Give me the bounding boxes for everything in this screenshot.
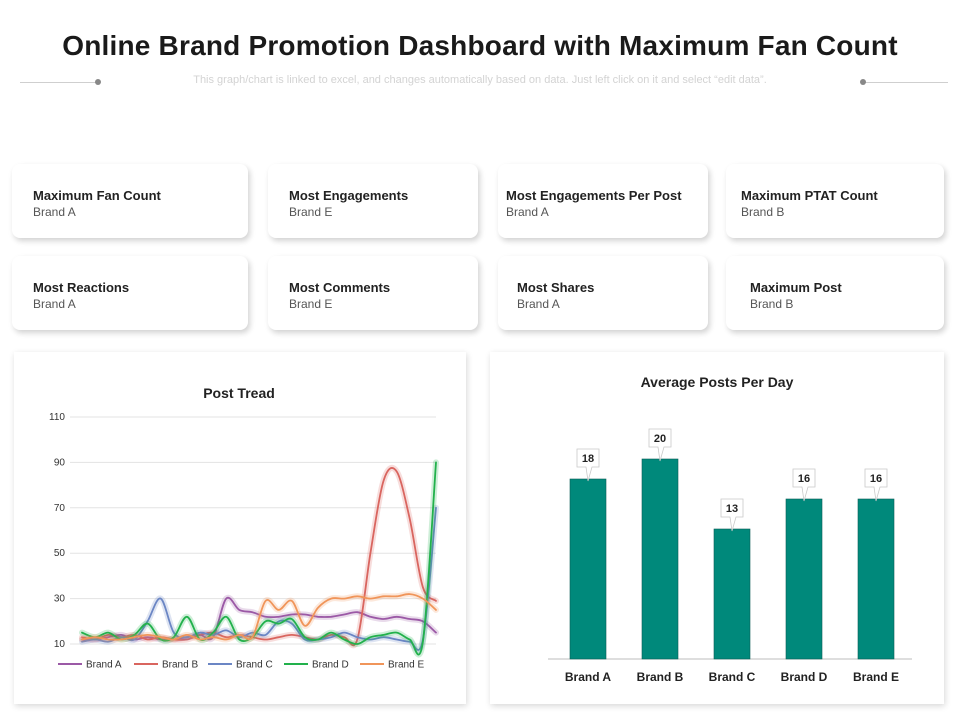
legend-label-brand-d: Brand D (312, 660, 349, 671)
data-label-callout-brand-a: 18 (576, 448, 600, 482)
kpi-card-value: Brand A (33, 205, 76, 219)
legend-label-brand-a: Brand A (86, 660, 122, 671)
data-label-box (792, 468, 816, 502)
data-label-callout-brand-b: 20 (648, 428, 672, 462)
avg-posts-per-day-chart: Average Posts Per Day 18 Brand A 20 Brand B 1… (548, 374, 912, 684)
bar-brand-b (641, 458, 679, 660)
title-divider-right (862, 82, 948, 83)
series-line-brand-b (81, 467, 437, 647)
data-label-box (648, 428, 672, 462)
data-label-box (720, 498, 744, 532)
y-tick-label: 70 (54, 503, 66, 514)
title-divider-left (20, 82, 98, 83)
kpi-card-most-shares: Most Shares Brand A (498, 256, 708, 330)
category-label-brand-a: Brand A (565, 670, 612, 684)
data-label-brand-e: 16 (870, 473, 882, 485)
data-label-brand-b: 20 (654, 433, 666, 445)
post-tread-chart-panel: Post Tread 10 30 50 70 90 110 Brand A Brand B Bra… (14, 352, 466, 704)
data-label-callout-brand-d: 16 (792, 468, 816, 502)
kpi-card-most-reactions: Most Reactions Brand A (12, 256, 248, 330)
chart-title: Post Tread (203, 385, 275, 401)
kpi-card-value: Brand E (289, 205, 333, 219)
category-label-brand-e: Brand E (853, 670, 899, 684)
legend-label-brand-c: Brand C (236, 660, 273, 671)
page-title: Online Brand Promotion Dashboard with Ma… (62, 30, 898, 61)
data-label-brand-d: 16 (798, 473, 810, 485)
kpi-card-title: Most Reactions (33, 280, 130, 295)
category-label-brand-c: Brand C (709, 670, 756, 684)
kpi-card-value: Brand B (750, 297, 794, 311)
category-label-brand-b: Brand B (637, 670, 684, 684)
data-label-box (576, 448, 600, 482)
kpi-card-most-engagements: Most Engagements Brand E (268, 164, 478, 238)
kpi-card-max-ptat-count: Maximum PTAT Count Brand B (726, 164, 944, 238)
title-divider-right-dot (860, 79, 866, 85)
bar-brand-a (569, 478, 607, 660)
kpi-card-title: Maximum Post (750, 280, 842, 295)
avg-posts-chart-panel: Average Posts Per Day 18 Brand A 20 Brand B 1… (490, 352, 944, 704)
bar-brand-c (713, 528, 751, 660)
title-divider-left-dot (95, 79, 101, 85)
kpi-card-engagements-per-post: Most Engagements Per Post Brand A (498, 164, 708, 238)
linked-data-note: This graph/chart is linked to excel, and… (193, 74, 767, 86)
series-line-brand-e (81, 593, 437, 641)
kpi-card-maximum-post: Maximum Post Brand B (726, 256, 944, 330)
y-tick-label: 10 (54, 639, 66, 650)
y-tick-label: 50 (54, 548, 66, 559)
series-line-brand-d (81, 461, 437, 656)
data-label-brand-c: 13 (726, 503, 738, 515)
kpi-card-title: Maximum Fan Count (33, 188, 161, 203)
data-label-brand-a: 18 (582, 453, 594, 465)
category-label-brand-d: Brand D (781, 670, 828, 684)
kpi-card-title: Maximum PTAT Count (741, 188, 878, 203)
kpi-card-title: Most Shares (517, 280, 595, 295)
kpi-card-value: Brand A (33, 297, 76, 311)
kpi-card-most-comments: Most Comments Brand E (268, 256, 478, 330)
series-line-brand-c (81, 506, 437, 651)
kpi-card-title: Most Comments (289, 280, 391, 295)
data-label-box (864, 468, 888, 502)
data-label-callout-brand-e: 16 (864, 468, 888, 502)
legend-label-brand-e: Brand E (388, 660, 424, 671)
post-tread-chart: Post Tread 10 30 50 70 90 110 Brand A Brand B Bra… (49, 385, 439, 671)
kpi-card-title: Most Engagements Per Post (506, 188, 682, 203)
kpi-card-value: Brand E (289, 297, 333, 311)
kpi-card-max-fan-count: Maximum Fan Count Brand A (12, 164, 248, 238)
series-line-brand-a (81, 596, 437, 641)
y-tick-label: 110 (49, 412, 65, 423)
kpi-card-value: Brand A (506, 205, 549, 219)
kpi-card-value: Brand B (741, 205, 785, 219)
bar-brand-e (857, 498, 895, 660)
kpi-card-value: Brand A (517, 297, 560, 311)
y-tick-label: 30 (54, 594, 66, 605)
legend-label-brand-b: Brand B (162, 660, 198, 671)
y-tick-label: 90 (54, 457, 66, 468)
bar-brand-d (785, 498, 823, 660)
chart-title: Average Posts Per Day (641, 374, 794, 390)
kpi-card-title: Most Engagements (289, 188, 409, 203)
data-label-callout-brand-c: 13 (720, 498, 744, 532)
